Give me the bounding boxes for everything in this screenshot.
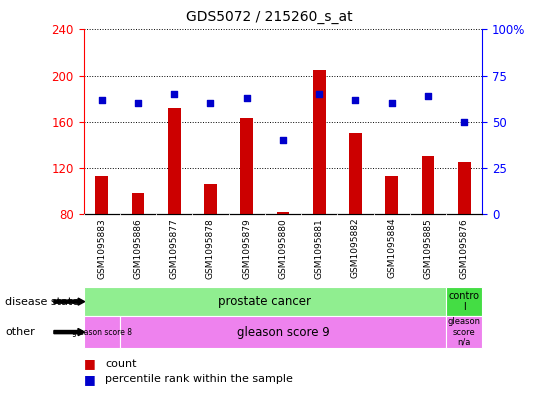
Bar	[349, 133, 362, 214]
Point	[315, 91, 323, 97]
Point	[460, 119, 468, 125]
Text: GSM1095876: GSM1095876	[460, 218, 469, 279]
Text: ■: ■	[84, 373, 95, 386]
Point	[279, 137, 287, 143]
Text: GSM1095885: GSM1095885	[424, 218, 432, 279]
Text: gleason score 9: gleason score 9	[237, 325, 329, 339]
Text: GDS5072 / 215260_s_at: GDS5072 / 215260_s_at	[186, 10, 353, 24]
Point	[206, 100, 215, 107]
Text: other: other	[5, 327, 35, 337]
Text: contro
l: contro l	[449, 291, 480, 312]
Point	[98, 97, 106, 103]
Bar	[95, 176, 108, 214]
Text: percentile rank within the sample: percentile rank within the sample	[105, 374, 293, 384]
Text: count: count	[105, 358, 136, 369]
Text: ■: ■	[84, 357, 95, 370]
Text: GSM1095877: GSM1095877	[170, 218, 179, 279]
Bar	[132, 193, 144, 214]
Point	[134, 100, 142, 107]
Text: GSM1095883: GSM1095883	[97, 218, 106, 279]
Text: prostate cancer: prostate cancer	[218, 295, 312, 308]
Point	[243, 95, 251, 101]
Bar	[168, 108, 181, 214]
Point	[170, 91, 178, 97]
Bar	[240, 118, 253, 214]
Bar	[277, 212, 289, 214]
Text: gleason score 8: gleason score 8	[72, 328, 132, 336]
Point	[351, 97, 360, 103]
Text: GSM1095878: GSM1095878	[206, 218, 215, 279]
Bar	[385, 176, 398, 214]
Bar	[313, 70, 326, 214]
Bar	[204, 184, 217, 214]
Text: GSM1095879: GSM1095879	[242, 218, 251, 279]
Text: disease state: disease state	[5, 297, 80, 307]
Bar	[421, 156, 434, 214]
Text: GSM1095886: GSM1095886	[134, 218, 142, 279]
Text: GSM1095880: GSM1095880	[279, 218, 287, 279]
Text: GSM1095881: GSM1095881	[315, 218, 324, 279]
Text: GSM1095882: GSM1095882	[351, 218, 360, 279]
Text: gleason
score
n/a: gleason score n/a	[448, 317, 481, 347]
Bar	[458, 162, 471, 214]
Text: GSM1095884: GSM1095884	[387, 218, 396, 279]
Point	[388, 100, 396, 107]
Point	[424, 93, 432, 99]
